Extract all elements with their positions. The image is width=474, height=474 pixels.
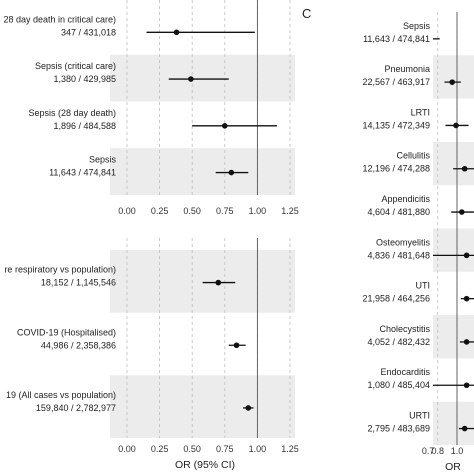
point-estimate bbox=[245, 405, 252, 411]
forest-panel-bottom-left: re respiratory vs population) 18,152 / 1,… bbox=[4, 238, 299, 471]
row-band bbox=[433, 401, 474, 445]
x-axis-title: OR (95% CI) bbox=[175, 459, 235, 471]
point-estimate bbox=[233, 342, 240, 349]
tick-label: 1.25 bbox=[281, 444, 299, 454]
row-counts: 2,795 / 483,689 bbox=[367, 424, 430, 434]
row-counts: 18,152 / 1,145,546 bbox=[41, 278, 116, 288]
row-counts: 4,836 / 481,648 bbox=[367, 250, 430, 260]
row-counts: 12,196 / 474,288 bbox=[362, 164, 430, 174]
row-label: Sepsis (critical care) bbox=[35, 61, 116, 71]
row-counts: 1,080 / 485,404 bbox=[367, 380, 430, 390]
tick-label: 0.00 bbox=[118, 444, 136, 454]
row-label: Cellulitis bbox=[396, 151, 430, 161]
row-band bbox=[110, 250, 295, 313]
row-counts: 1,896 / 484,588 bbox=[53, 121, 116, 131]
row-label: Endocarditis bbox=[380, 367, 430, 377]
row-counts: 4,052 / 482,432 bbox=[367, 337, 430, 347]
tick-label: 0.7 bbox=[422, 446, 435, 456]
row-label: COVID-19 (Hospitalised) bbox=[17, 327, 116, 337]
point-estimate bbox=[188, 76, 194, 82]
row-band bbox=[433, 141, 474, 186]
row-counts: 4,604 / 481,880 bbox=[367, 207, 430, 217]
row-counts: 11,643 / 474,841 bbox=[49, 168, 116, 178]
row-counts: 11,643 / 474,841 bbox=[363, 34, 430, 44]
point-estimate bbox=[463, 382, 470, 389]
point-estimate bbox=[463, 339, 470, 345]
row-counts: 14,135 / 472,349 bbox=[362, 120, 430, 130]
point-estimate bbox=[215, 279, 222, 286]
row-label: Osteomyelitis bbox=[376, 237, 431, 247]
row-band bbox=[433, 228, 474, 272]
row-label: Cholecystitis bbox=[379, 324, 430, 334]
forest-panel-right: Sepsis 11,643 / 474,841 Pneumonia 22,567 / … bbox=[362, 12, 474, 473]
row-counts: 44,986 / 2,358,386 bbox=[41, 340, 116, 350]
row-counts: 21,958 / 464,256 bbox=[362, 294, 430, 304]
row-counts: 159,840 / 2,782,977 bbox=[36, 403, 116, 413]
row-label: Sepsis bbox=[403, 21, 431, 31]
tick-label: 1.00 bbox=[249, 444, 267, 454]
point-estimate bbox=[463, 295, 470, 302]
x-axis-title: OR bbox=[445, 461, 461, 473]
tick-label: 0.8 bbox=[431, 446, 444, 456]
row-label: Sepsis (28 day death) bbox=[28, 108, 116, 118]
row-label: UTI bbox=[416, 281, 431, 291]
tick-label: 0.75 bbox=[216, 206, 234, 216]
row-label: Pneumonia bbox=[384, 64, 430, 74]
row-label: Sepsis bbox=[89, 155, 117, 165]
point-estimate bbox=[463, 252, 470, 259]
forest-panel-top-left: 28 day death in critical care) 347 / 431,… bbox=[3, 0, 299, 216]
tick-label: 0.75 bbox=[216, 444, 234, 454]
row-label: re respiratory vs population) bbox=[4, 265, 116, 275]
tick-label: 1.00 bbox=[249, 206, 267, 216]
tick-label: 0.25 bbox=[151, 444, 169, 454]
tick-label: 1.25 bbox=[281, 206, 299, 216]
row-band bbox=[110, 375, 295, 438]
point-estimate bbox=[453, 122, 459, 129]
point-estimate bbox=[461, 165, 468, 172]
panel-letter: C bbox=[302, 6, 311, 21]
row-band bbox=[110, 148, 295, 195]
row-counts: 1,380 / 429,985 bbox=[53, 74, 116, 84]
tick-label: 0.50 bbox=[183, 206, 201, 216]
row-counts: 22,567 / 463,917 bbox=[362, 77, 430, 87]
tick-label: 0.25 bbox=[151, 206, 169, 216]
point-estimate bbox=[459, 209, 465, 215]
tick-label: 0.00 bbox=[118, 206, 136, 216]
row-label: 19 (All cases vs population) bbox=[6, 390, 116, 400]
row-band bbox=[110, 54, 295, 102]
row-label: LRTI bbox=[411, 107, 430, 117]
row-label: 28 day death in critical care) bbox=[3, 14, 116, 24]
tick-label: 0.50 bbox=[183, 444, 201, 454]
point-estimate bbox=[228, 169, 235, 176]
point-estimate bbox=[173, 29, 180, 36]
row-label: URTI bbox=[409, 411, 430, 421]
row-band bbox=[433, 55, 474, 99]
row-label: Appendicitis bbox=[381, 194, 430, 204]
tick-label: 1.0 bbox=[451, 446, 464, 456]
row-counts: 347 / 431,018 bbox=[61, 27, 116, 37]
point-estimate bbox=[222, 123, 228, 129]
point-estimate bbox=[461, 425, 468, 432]
point-estimate bbox=[449, 79, 455, 85]
row-band bbox=[433, 315, 474, 359]
